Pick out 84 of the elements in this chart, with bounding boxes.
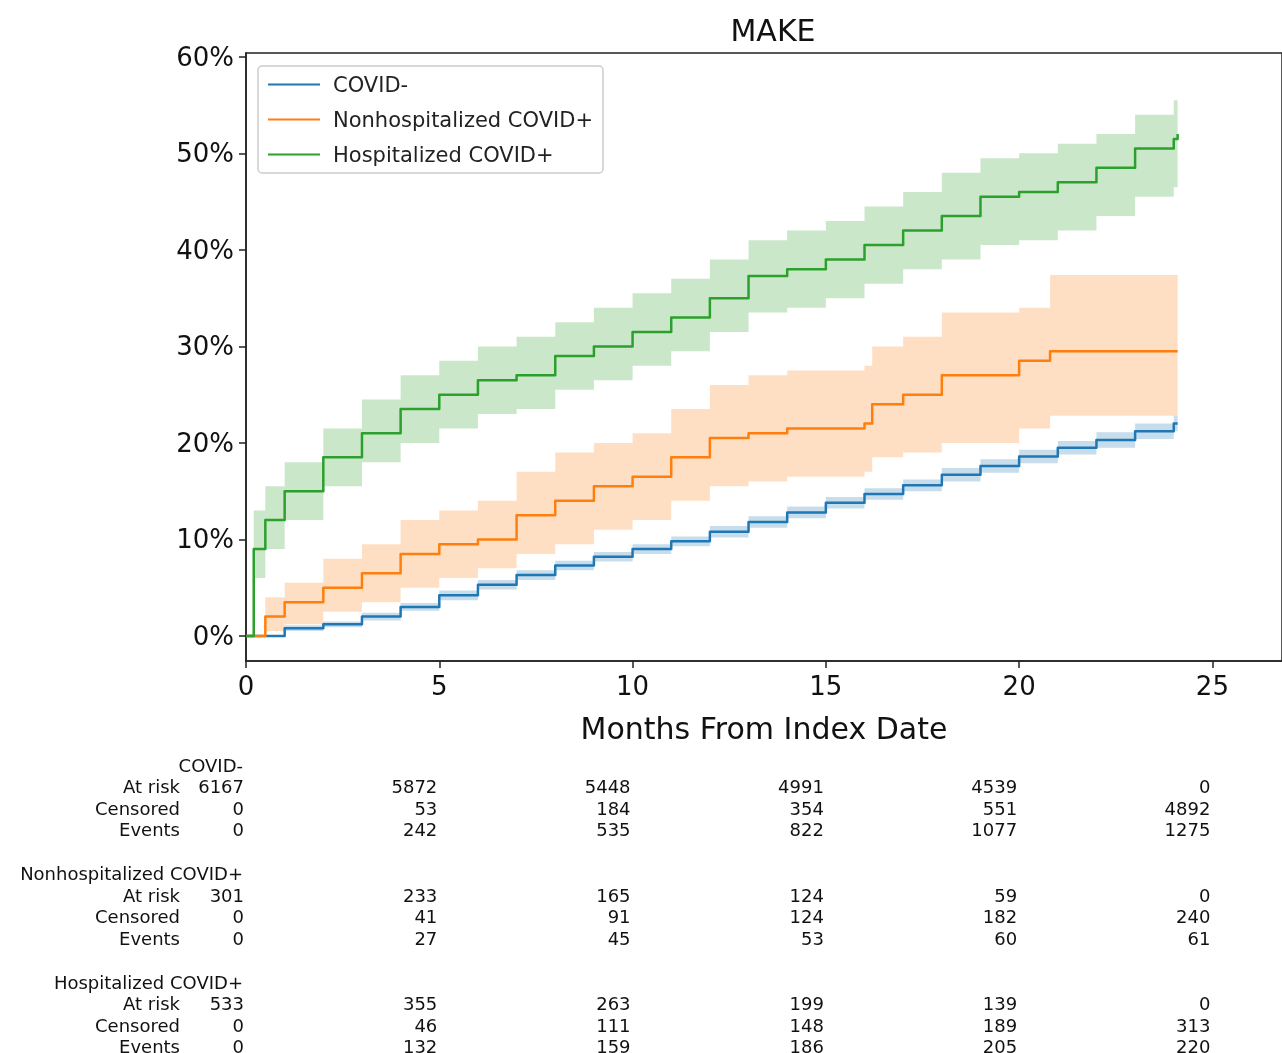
text: 182 <box>982 906 1018 927</box>
text: 60 <box>994 927 1018 949</box>
text: 139 <box>982 993 1018 1014</box>
y-tick-label: 30% <box>176 331 234 362</box>
text: 4892 <box>1164 797 1211 819</box>
text: 551 <box>982 797 1018 819</box>
x-tick-label: 5 <box>431 671 448 701</box>
text: 354 <box>789 797 824 819</box>
chart-title: MAKE <box>730 12 816 48</box>
text: 0 <box>1198 884 1211 906</box>
text: 5872 <box>391 776 438 797</box>
text: 148 <box>789 1014 824 1036</box>
text: At risk <box>123 993 181 1014</box>
text: 1275 <box>1164 819 1211 840</box>
legend-label: COVID- <box>333 72 409 97</box>
y-tick-label: 20% <box>176 427 234 458</box>
text: 0 <box>232 927 244 949</box>
y-tick-label: 40% <box>176 234 234 265</box>
text: 159 <box>596 1036 631 1053</box>
text: 184 <box>596 797 631 819</box>
text: 242 <box>402 819 438 840</box>
text: 220 <box>1176 1036 1211 1053</box>
text: Events <box>119 1036 180 1053</box>
text: 4539 <box>971 776 1018 797</box>
text: 91 <box>607 906 631 927</box>
text: 61 <box>1187 927 1211 949</box>
text: 233 <box>402 884 438 906</box>
text: Hospitalized COVID+ <box>53 971 243 993</box>
text: Censored <box>95 797 180 819</box>
text: 313 <box>1176 1014 1211 1036</box>
text: Censored <box>95 906 180 927</box>
text: Censored <box>95 1014 180 1036</box>
x-tick-label: 0 <box>237 671 255 701</box>
text: 132 <box>402 1036 438 1053</box>
text: At risk <box>123 776 181 797</box>
text: 0 <box>232 819 244 840</box>
text: Events <box>119 927 180 949</box>
text: 41 <box>414 906 438 927</box>
y-tick-label: 10% <box>176 524 234 555</box>
text: 263 <box>596 993 631 1014</box>
text: 45 <box>607 927 631 949</box>
legend-label: Nonhospitalized COVID+ <box>333 107 593 132</box>
text: 53 <box>414 797 438 819</box>
x-tick-label: 25 <box>1195 671 1229 701</box>
text: 0 <box>1198 993 1211 1014</box>
text: 189 <box>982 1014 1018 1036</box>
text: 0 <box>232 1036 244 1053</box>
text: 240 <box>1176 906 1211 927</box>
text: COVID- <box>178 754 243 776</box>
text: 355 <box>402 993 438 1014</box>
text: Nonhospitalized COVID+ <box>20 863 243 884</box>
text: 46 <box>414 1014 438 1036</box>
x-tick-label: 15 <box>809 671 843 701</box>
x-tick-label: 10 <box>616 671 650 701</box>
text: At risk <box>123 884 181 906</box>
x-axis-title: Months From Index Date <box>580 710 948 746</box>
text: 53 <box>800 927 824 949</box>
text: Events <box>119 819 180 840</box>
text: 0 <box>232 1014 244 1036</box>
text: 5448 <box>584 776 631 797</box>
text: 205 <box>982 1036 1018 1053</box>
text: 822 <box>789 819 824 840</box>
text: 0 <box>232 797 244 819</box>
y-tick-label: 50% <box>176 138 234 169</box>
text: 0 <box>1198 776 1211 797</box>
text: 124 <box>789 884 824 906</box>
text: 124 <box>789 906 824 927</box>
text: 59 <box>994 884 1018 906</box>
text: 27 <box>414 927 438 949</box>
text: 4991 <box>778 776 824 797</box>
legend-label: Hospitalized COVID+ <box>333 142 554 167</box>
text: 199 <box>789 993 824 1014</box>
text: 0 <box>232 906 244 927</box>
text: 301 <box>209 884 244 906</box>
text: 535 <box>596 819 631 840</box>
x-tick-label: 20 <box>1002 671 1036 701</box>
y-tick-label: 0% <box>192 620 234 651</box>
text: 6167 <box>198 776 244 797</box>
text: 533 <box>209 993 244 1014</box>
text: 165 <box>596 884 631 906</box>
text: 186 <box>789 1036 824 1053</box>
y-tick-label: 60% <box>176 41 234 72</box>
text: 1077 <box>971 819 1018 840</box>
text: 111 <box>596 1014 631 1036</box>
